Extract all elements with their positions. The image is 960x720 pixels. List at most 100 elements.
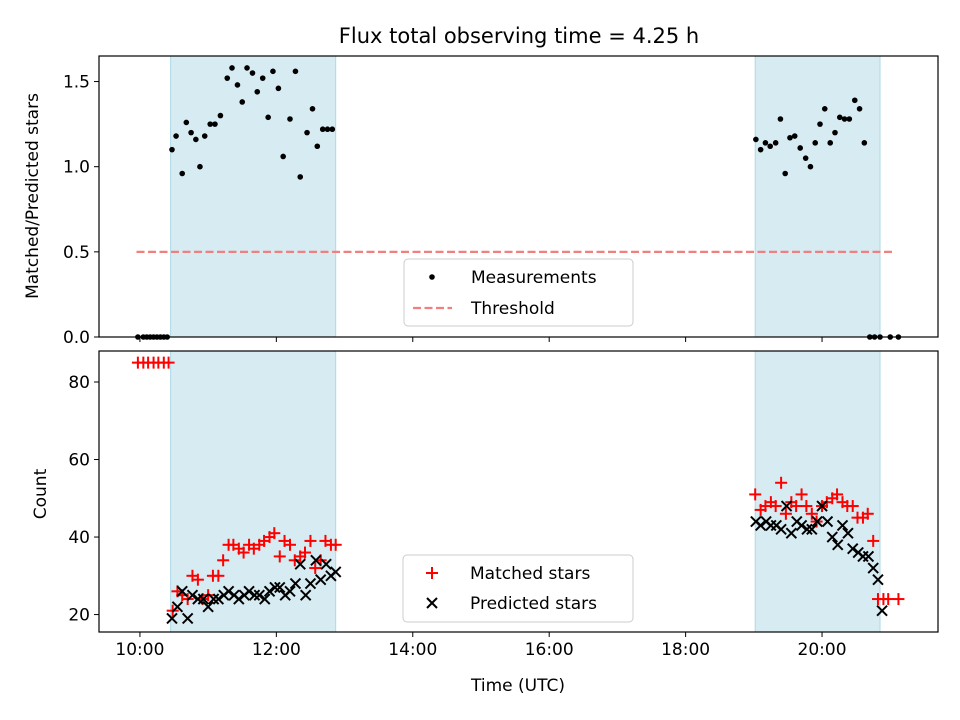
matched-point — [217, 554, 230, 567]
measurement-point — [224, 75, 231, 81]
measurement-point — [212, 121, 218, 127]
predicted-point — [876, 604, 888, 617]
matched-point — [779, 507, 792, 520]
measurement-point — [827, 140, 834, 146]
matched-point — [795, 488, 808, 501]
matched-point — [892, 593, 905, 606]
predicted-point — [310, 554, 322, 567]
predicted-point — [811, 515, 823, 528]
measurement-point — [292, 68, 299, 75]
measurement-point — [821, 105, 828, 112]
predicted-point — [867, 562, 879, 574]
matched-point — [162, 356, 175, 369]
matched-point — [805, 507, 818, 520]
measurement-point — [188, 129, 194, 136]
predicted-point — [847, 542, 859, 555]
predicted-point — [181, 612, 194, 625]
measurement-point — [856, 105, 863, 112]
predicted-point — [801, 523, 813, 535]
matched-point — [298, 546, 311, 559]
ytick-label: 60 — [68, 451, 90, 471]
measurement-point — [197, 163, 203, 170]
measurement-point — [851, 97, 858, 104]
measurements-legend-label: Measurements — [471, 268, 597, 288]
shaded-interval-1 — [170, 55, 337, 338]
measurement-point — [753, 136, 759, 143]
predicted-point — [821, 515, 834, 528]
predicted-point — [186, 589, 199, 601]
measurement-point — [217, 112, 224, 119]
measurement-point — [782, 170, 789, 177]
matched-point — [309, 562, 322, 575]
measurement-point — [319, 126, 326, 133]
matched-point — [749, 488, 762, 501]
measurement-point — [173, 133, 179, 139]
matched-point — [846, 500, 859, 513]
measurement-point — [287, 116, 293, 122]
predicted-legend-label: Predicted stars — [470, 594, 597, 614]
matched-point — [867, 534, 880, 547]
xtick-label: 10:00 — [115, 640, 164, 660]
measurement-point — [861, 140, 868, 146]
predicted-legend-marker — [426, 597, 438, 609]
count-legend: Matched stars Predicted stars — [402, 554, 634, 623]
predicted-point — [212, 593, 225, 605]
predicted-point — [842, 527, 854, 539]
measurement-point — [846, 116, 853, 122]
measurement-point — [836, 114, 843, 121]
xtick-label: 12:00 — [252, 640, 301, 660]
ytick-label: 40 — [68, 528, 90, 548]
measurement-point — [265, 114, 271, 121]
predicted-point — [259, 593, 271, 605]
measurement-point — [229, 65, 235, 71]
threshold-legend-label: Threshold — [470, 299, 555, 319]
measurement-point — [767, 143, 773, 150]
predicted-point — [836, 519, 849, 532]
measurement-point — [297, 174, 304, 180]
predicted-point — [872, 573, 884, 586]
predicted-point — [780, 500, 793, 512]
ytick-label: 0.0 — [63, 328, 90, 348]
measurement-point — [304, 129, 310, 136]
measurement-point — [791, 133, 798, 139]
predicted-point — [754, 519, 767, 532]
measurements-legend-marker — [429, 274, 435, 280]
measurement-point — [772, 140, 779, 146]
ratio-panel-frame — [98, 55, 939, 338]
predicted-point — [314, 573, 327, 586]
matched-point — [800, 500, 813, 513]
predicted-point — [248, 589, 261, 601]
time-xlabel: Time (UTC) — [470, 676, 565, 696]
measurement-point — [812, 140, 819, 146]
predicted-point — [329, 566, 342, 578]
predicted-point — [222, 585, 235, 598]
matched-point — [882, 593, 895, 606]
ytick-label: 1.0 — [63, 158, 90, 178]
shaded-interval-2 — [754, 55, 881, 338]
predicted-point — [243, 585, 255, 598]
shaded-interval-2 — [754, 350, 881, 633]
measurement-point — [183, 119, 190, 126]
ratio-ylabel: Matched/Predicted stars — [23, 93, 43, 299]
measurement-point — [234, 82, 241, 88]
predicted-point — [294, 558, 306, 570]
shaded-interval-1 — [170, 350, 337, 633]
measurement-point — [324, 126, 331, 133]
xtick-label: 20:00 — [798, 640, 847, 660]
predicted-point — [795, 519, 808, 532]
predicted-point — [832, 539, 844, 551]
predicted-point — [269, 581, 281, 594]
matched-point — [283, 538, 296, 551]
matched-point — [237, 546, 250, 559]
predicted-point — [197, 593, 210, 605]
measurement-point — [314, 143, 321, 150]
matched-point — [831, 488, 844, 501]
matched-legend-marker — [426, 567, 438, 579]
predicted-point — [202, 601, 214, 613]
measurement-point — [207, 121, 213, 127]
measurement-point — [757, 146, 764, 153]
ytick-label: 0.5 — [63, 243, 90, 263]
predicted-point — [176, 585, 188, 598]
measurement-point — [762, 140, 769, 146]
